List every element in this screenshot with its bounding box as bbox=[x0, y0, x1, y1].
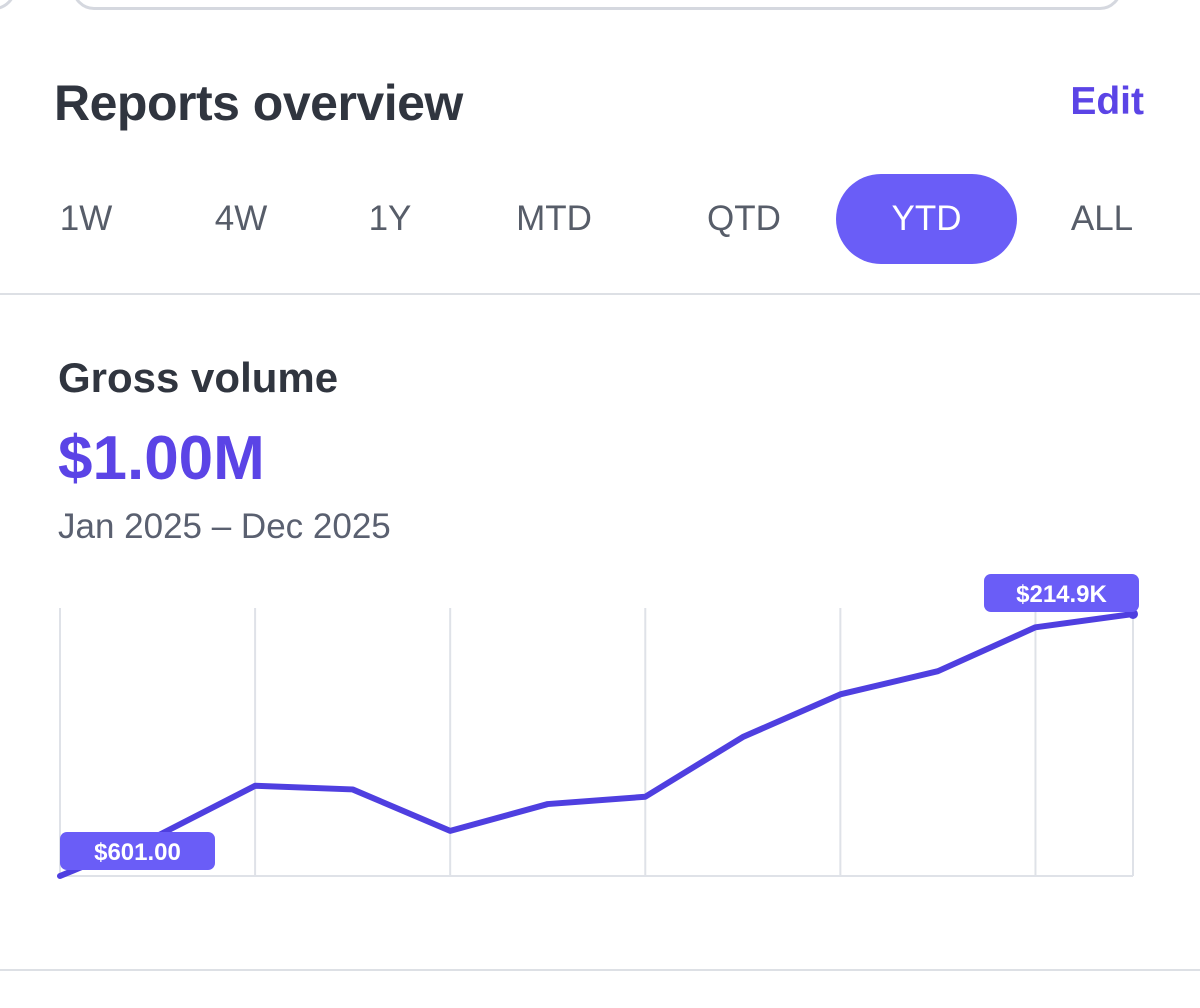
end-value-label-text: $214.9K bbox=[1016, 581, 1107, 608]
page-title: Reports overview bbox=[54, 75, 463, 131]
metric-label: Gross volume bbox=[58, 354, 339, 401]
start-value-label-bg bbox=[60, 832, 215, 870]
gross-volume-line bbox=[57, 611, 1136, 879]
tab-qtd[interactable]: QTD bbox=[707, 199, 781, 238]
end-value-label: $214.9K bbox=[984, 574, 1139, 612]
edit-button[interactable]: Edit bbox=[1070, 80, 1144, 123]
chart-canvas: $601.00 $214.9K bbox=[57, 574, 1139, 879]
end-value-label-bg bbox=[984, 574, 1139, 612]
metric-value: $1.00M bbox=[58, 424, 265, 493]
tab-4w[interactable]: 4W bbox=[214, 199, 268, 238]
chart-labels: $601.00 $214.9K bbox=[60, 574, 1139, 870]
time-range-tabs: 1W 4W 1Y MTD QTD YTD ALL bbox=[0, 174, 1200, 264]
search-bar-edge[interactable] bbox=[72, 0, 1122, 10]
chart-grid bbox=[59, 608, 1134, 877]
tab-1y[interactable]: 1Y bbox=[368, 199, 412, 238]
bottom-divider bbox=[0, 969, 1200, 971]
back-button-edge[interactable] bbox=[0, 0, 16, 10]
tab-all[interactable]: ALL bbox=[1070, 199, 1134, 238]
tab-ytd[interactable]: YTD bbox=[836, 174, 1017, 264]
section-divider bbox=[0, 293, 1200, 295]
start-value-label-text: $601.00 bbox=[94, 839, 181, 866]
metric-period: Jan 2025 – Dec 2025 bbox=[58, 507, 391, 546]
tab-1w[interactable]: 1W bbox=[59, 199, 113, 238]
start-value-label: $601.00 bbox=[60, 832, 215, 870]
tab-mtd[interactable]: MTD bbox=[516, 199, 592, 238]
chart-series bbox=[57, 609, 1138, 879]
gross-volume-chart[interactable]: $601.00 $214.9K bbox=[0, 560, 1200, 900]
